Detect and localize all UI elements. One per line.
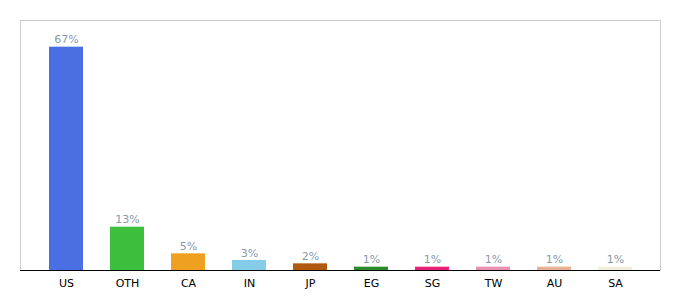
svg-text:67%: 67% [54,33,78,46]
svg-text:1%: 1% [485,253,502,266]
svg-text:3%: 3% [241,247,258,260]
svg-text:CA: CA [181,277,197,290]
svg-text:TW: TW [484,277,503,290]
svg-text:AU: AU [547,277,563,290]
svg-text:EG: EG [364,277,379,290]
svg-text:1%: 1% [363,253,380,266]
svg-text:IN: IN [244,277,255,290]
svg-text:2%: 2% [302,250,319,263]
svg-text:SA: SA [608,277,623,290]
svg-text:1%: 1% [607,253,624,266]
svg-text:SG: SG [425,277,441,290]
svg-text:1%: 1% [546,253,563,266]
svg-text:US: US [59,277,74,290]
svg-text:OTH: OTH [116,277,140,290]
svg-text:1%: 1% [424,253,441,266]
svg-text:13%: 13% [115,213,139,226]
svg-text:JP: JP [305,277,316,290]
svg-text:5%: 5% [180,240,197,253]
